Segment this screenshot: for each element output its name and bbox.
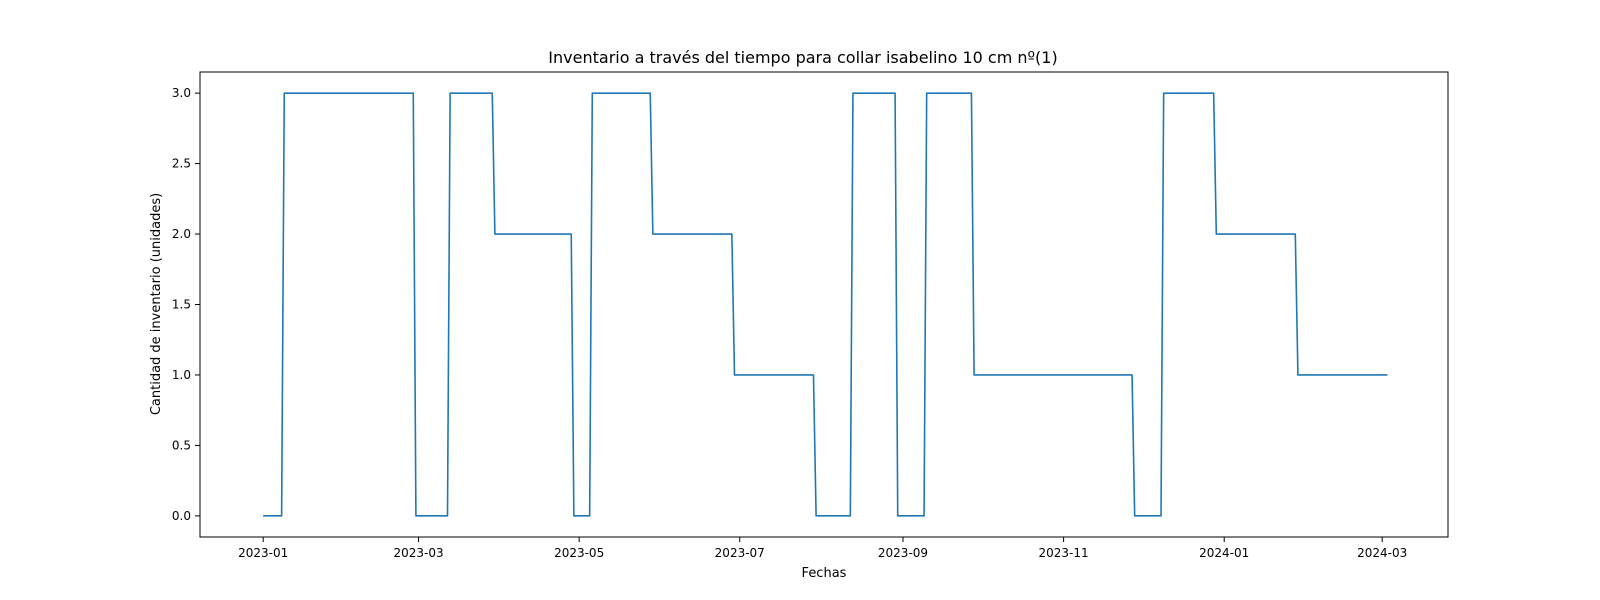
y-tick-label: 2.0 (172, 227, 191, 241)
y-tick-label: 0.0 (172, 509, 191, 523)
x-tick-label: 2023-05 (554, 546, 604, 560)
y-axis-title: Cantidad de inventario (unidades) (149, 193, 164, 415)
y-tick-label: 3.0 (172, 86, 191, 100)
x-tick-label: 2023-03 (393, 546, 443, 560)
series-line-inventario (263, 92, 1388, 517)
chart-title: Inventario a través del tiempo para coll… (548, 48, 1057, 67)
x-tick-label: 2024-03 (1357, 546, 1407, 560)
plot-frame (199, 71, 1449, 538)
y-tick-label: 2.5 (172, 157, 191, 171)
y-tick-label: 0.5 (172, 438, 191, 452)
x-axis-title: Fechas (802, 566, 847, 581)
y-tick-label: 1.0 (172, 368, 191, 382)
y-tick-label: 1.5 (172, 298, 191, 312)
x-tick-label: 2023-09 (878, 546, 928, 560)
series-group (263, 92, 1388, 517)
x-tick-label: 2023-11 (1039, 546, 1089, 560)
y-axis-ticks: 0.0 0.5 1.0 1.5 2.0 2.5 3.0 (172, 86, 200, 523)
x-tick-label: 2023-01 (238, 546, 288, 560)
x-tick-label: 2023-07 (715, 546, 765, 560)
x-tick-label: 2024-01 (1199, 546, 1249, 560)
x-axis-ticks: 2023-01 2023-03 2023-05 2023-07 2023-09 2023-… (238, 537, 1407, 560)
